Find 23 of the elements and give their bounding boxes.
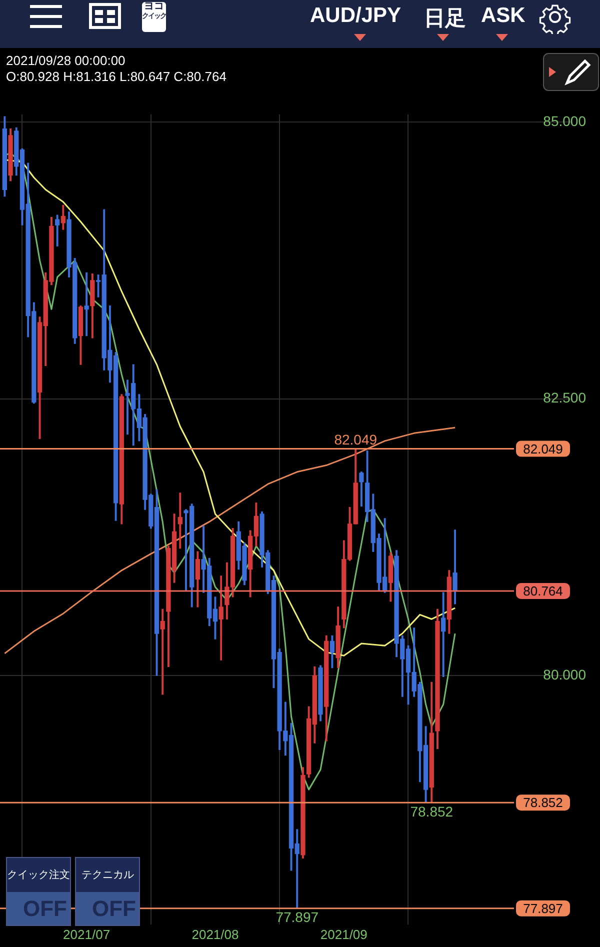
annotation: テクニカル [80, 868, 135, 883]
chart-title: AUD/JPY [310, 4, 402, 28]
annotation: 77.897 [276, 909, 319, 926]
x-tick-label: 2021/09 [320, 926, 368, 942]
annotation: 78.852 [410, 803, 454, 820]
annotation: クイック注文 [7, 868, 70, 883]
x-tick-label: 2021/08 [192, 926, 239, 942]
text: O:80.928 H:81.316 L:80.647 C:80.764 [6, 69, 226, 84]
text: 2021/09/28 00:00:00 [6, 53, 126, 68]
ref-line-label: 80.764 [523, 584, 563, 599]
annotation: 82.049 [334, 432, 378, 448]
annotation: OFF [7, 892, 70, 925]
text: 日足 [424, 6, 466, 32]
ref-line-label: 78.852 [523, 795, 563, 810]
y-tick-label: 82.500 [543, 390, 586, 406]
ref-line-label: 77.897 [523, 900, 563, 916]
y-tick-label: 85.000 [543, 113, 586, 130]
text: ヨコ [143, 1, 165, 12]
text: ASK [481, 4, 526, 28]
x-tick-label: 2021/07 [63, 926, 110, 942]
annotation: OFF [76, 892, 139, 925]
y-tick-label: 80.000 [543, 666, 586, 682]
ref-line-label: 82.049 [523, 441, 563, 456]
